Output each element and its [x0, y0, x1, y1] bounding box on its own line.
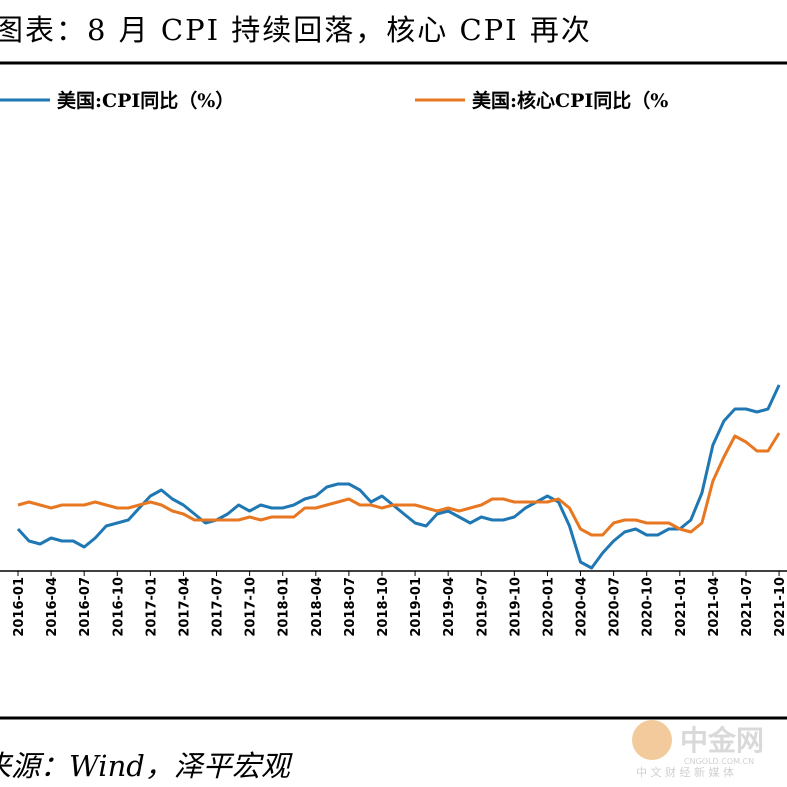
x-tick-label: 2018-04 — [310, 577, 325, 637]
x-tick-label: 2021-01 — [674, 577, 689, 637]
series-line — [17, 432, 781, 537]
x-tick-label: 2016-10 — [111, 577, 126, 637]
x-tick-label: 2019-10 — [508, 577, 523, 637]
x-tick-label: 2018-01 — [277, 577, 292, 637]
x-tick-label: 2021-04 — [707, 577, 722, 637]
watermark-slogan: 中 文 财 经 新 媒 体 — [636, 765, 734, 779]
x-tick-label: 2019-04 — [442, 577, 457, 637]
x-tick-label: 2016-01 — [12, 577, 27, 637]
x-tick-label: 2020-10 — [641, 577, 656, 637]
x-tick-label: 2018-10 — [376, 577, 391, 637]
x-tick-label: 2017-04 — [177, 577, 192, 637]
source: 来源：Wind，泽平宏观 — [0, 749, 293, 783]
x-tick-label: 2021-10 — [773, 577, 787, 637]
x-tick-label: 2016-04 — [45, 577, 60, 637]
x-tick-label: 2017-07 — [211, 577, 226, 637]
x-tick-label: 2017-10 — [244, 577, 259, 637]
x-tick-label: 2020-01 — [541, 577, 556, 637]
watermark-logo — [632, 720, 672, 760]
x-tick-label: 2019-07 — [475, 577, 490, 637]
x-tick-label: 2020-07 — [608, 577, 623, 637]
watermark-site: CNGOLD.COM.CN — [684, 757, 754, 766]
x-tick-label: 2019-01 — [409, 577, 424, 637]
chart-title: 图表：8 月 CPI 持续回落，核心 CPI 再次 — [0, 13, 592, 47]
watermark: 中金网 CNGOLD.COM.CN 中 文 财 经 新 媒 体 — [632, 720, 764, 779]
x-tick-label: 2016-07 — [78, 577, 93, 637]
legend-label: 美国:CPI同比（%） — [57, 89, 234, 112]
x-tick-label: 2020-04 — [575, 577, 590, 637]
x-tick-label: 2018-07 — [343, 577, 358, 637]
series-line — [16, 384, 781, 570]
legend-label: 美国:核心CPI同比（% — [472, 89, 668, 112]
watermark-name: 中金网 — [680, 724, 764, 757]
x-tick-label: 2021-07 — [740, 577, 755, 637]
x-tick-label: 2017-01 — [144, 577, 159, 637]
